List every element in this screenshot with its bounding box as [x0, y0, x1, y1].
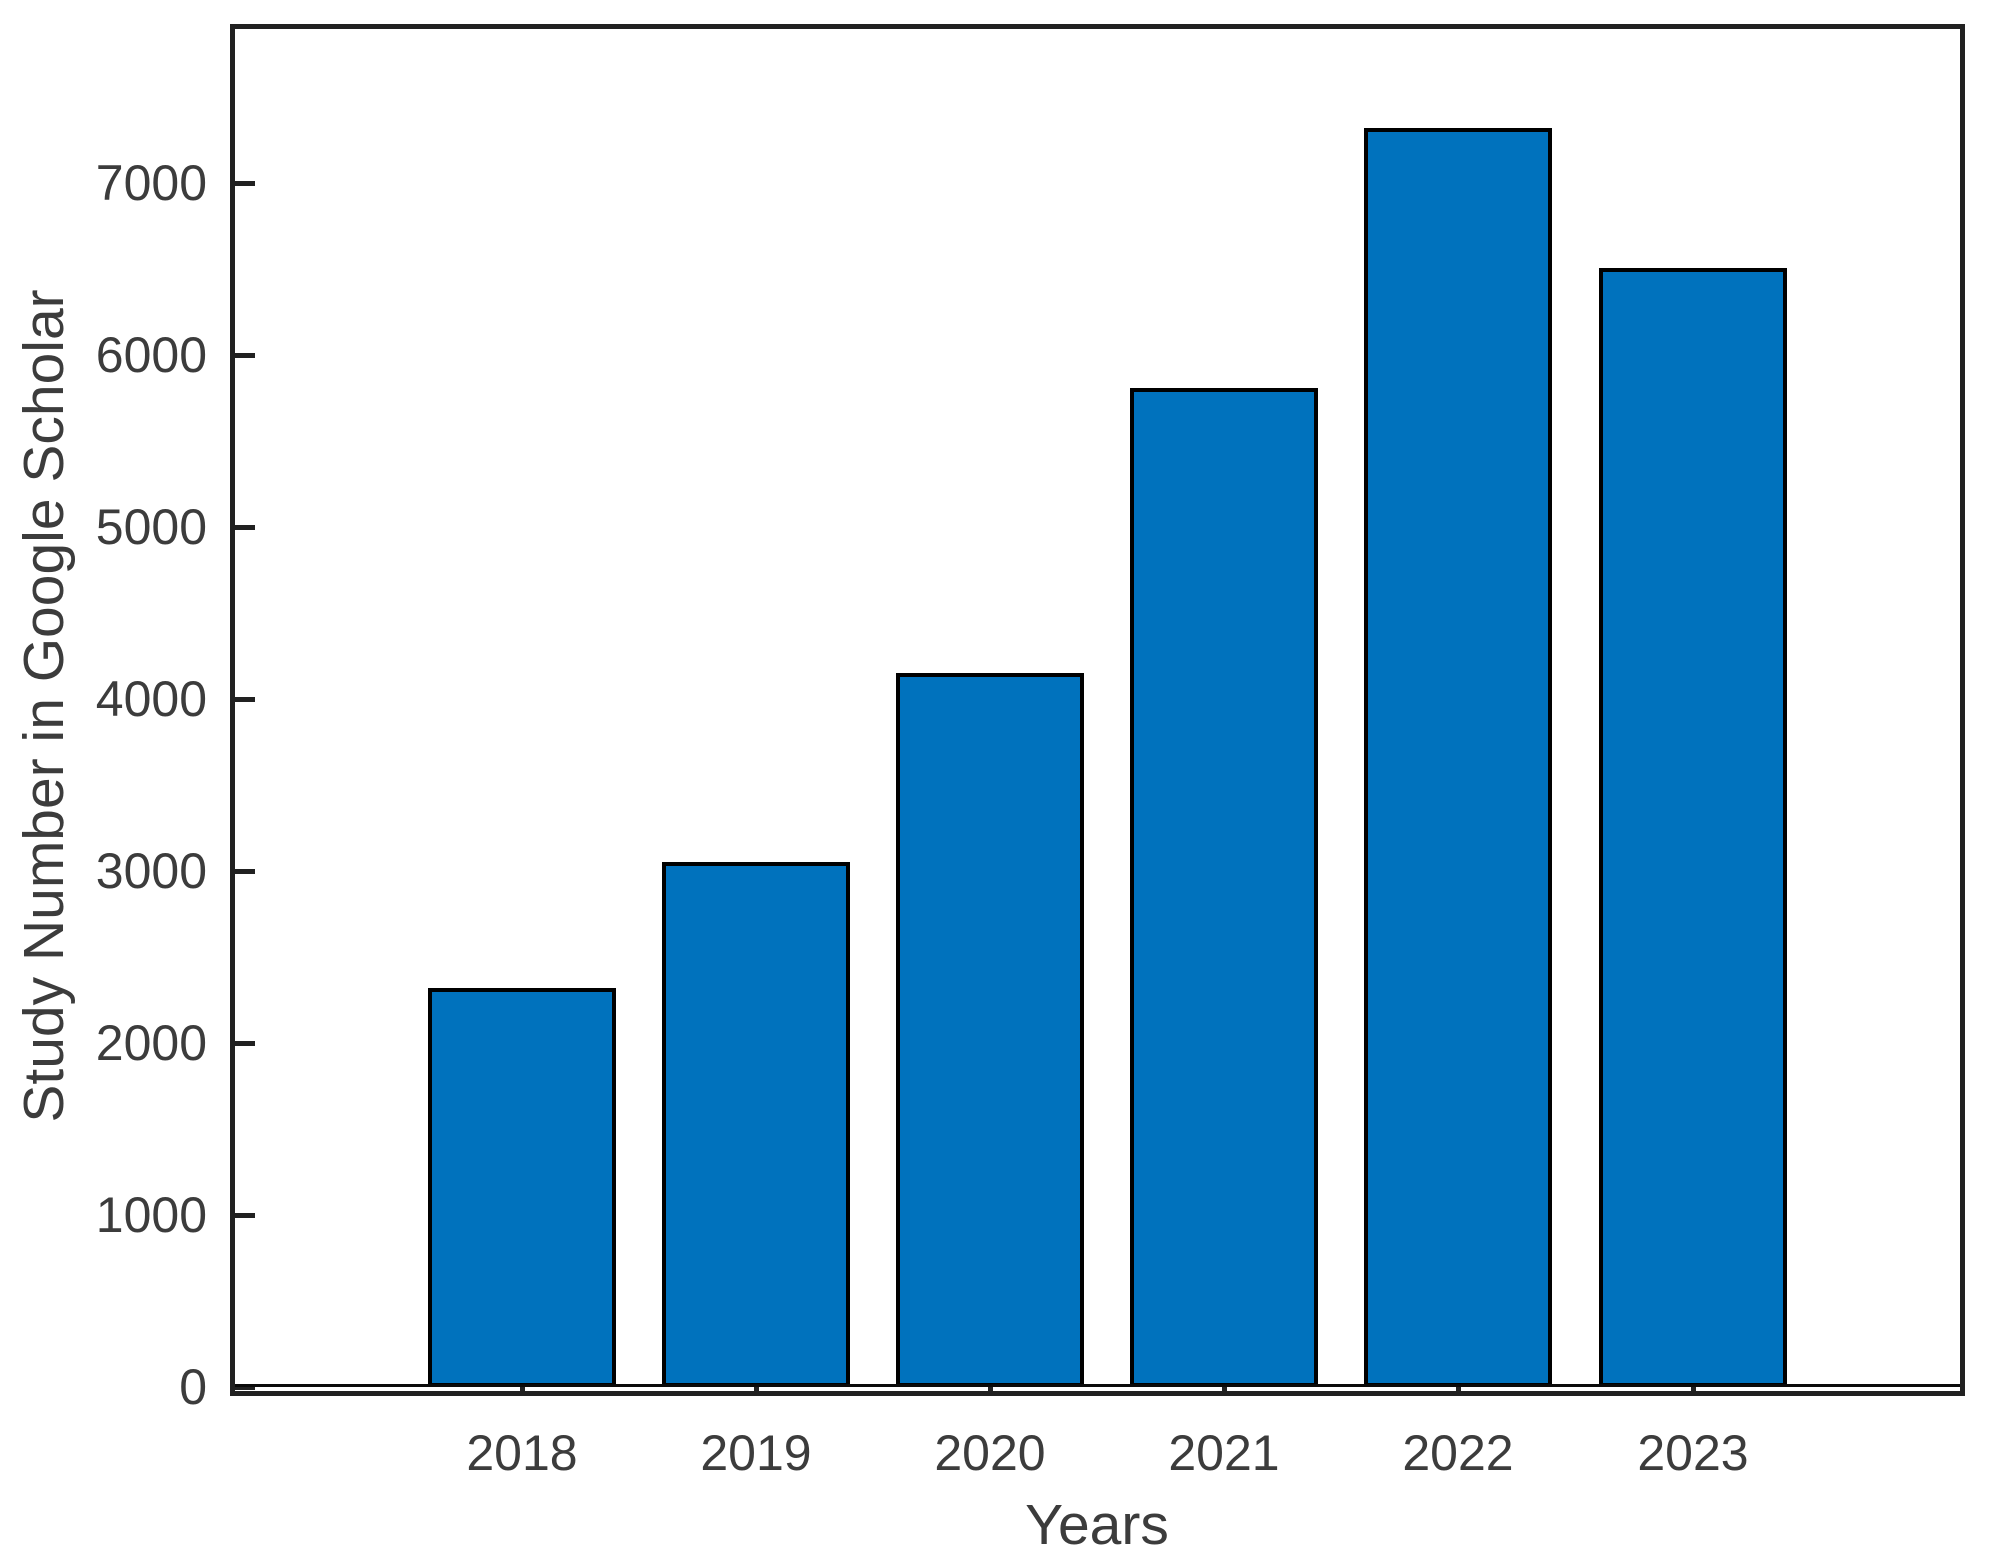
- y-tick-label: 4000: [95, 671, 207, 727]
- bar-2022: [1364, 128, 1552, 1387]
- bar-2020: [896, 673, 1084, 1387]
- y-tick-mark: [235, 181, 255, 186]
- y-tick-label: 0: [179, 1359, 207, 1415]
- y-tick-label: 6000: [95, 327, 207, 383]
- y-tick-mark: [235, 353, 255, 358]
- bar-2018: [428, 988, 616, 1387]
- bar-baseline: [235, 1384, 1960, 1387]
- y-tick-label: 3000: [95, 843, 207, 899]
- x-tick-label: 2019: [700, 1425, 812, 1481]
- bar-2019: [662, 862, 850, 1387]
- y-tick-label: 2000: [95, 1015, 207, 1071]
- y-tick-mark: [235, 1213, 255, 1218]
- x-tick-label: 2018: [466, 1425, 578, 1481]
- y-tick-mark: [235, 697, 255, 702]
- y-tick-mark: [235, 1041, 255, 1046]
- y-tick-mark: [235, 869, 255, 874]
- bar-2021: [1130, 388, 1318, 1387]
- x-tick-label: 2022: [1402, 1425, 1514, 1481]
- y-tick-mark: [235, 1385, 255, 1390]
- bar-2023: [1599, 268, 1787, 1387]
- y-tick-label: 5000: [95, 499, 207, 555]
- x-tick-label: 2021: [1168, 1425, 1280, 1481]
- y-tick-label: 7000: [95, 155, 207, 211]
- y-axis-label-text: Study Number in Google Scholar: [12, 289, 76, 1123]
- y-tick-label: 1000: [95, 1187, 207, 1243]
- x-axis-label: Years: [1025, 1493, 1169, 1557]
- x-tick-label: 2023: [1637, 1425, 1749, 1481]
- x-tick-label: 2020: [934, 1425, 1046, 1481]
- y-tick-mark: [235, 525, 255, 530]
